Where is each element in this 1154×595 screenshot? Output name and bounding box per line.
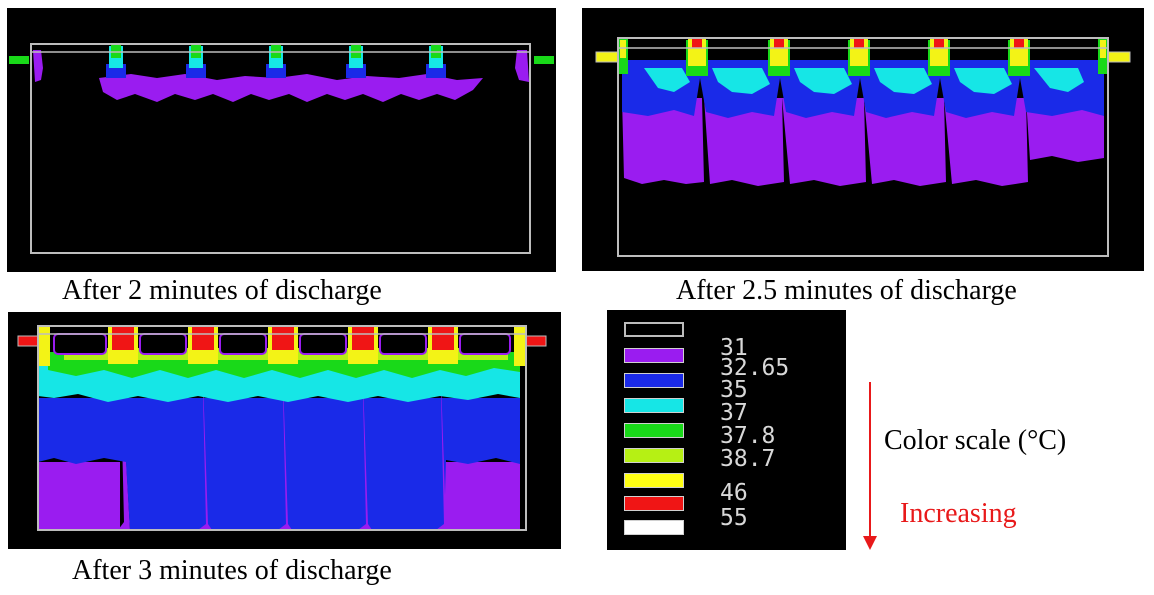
- increasing-arrow-icon: [863, 382, 877, 550]
- legend-label-1: 32.65: [720, 355, 790, 381]
- legend-label-6: 46: [720, 480, 748, 506]
- legend-label-4: 37.8: [720, 423, 776, 449]
- heat-region-purple-2-5min: [622, 98, 1104, 186]
- legend-label-0: 31: [720, 335, 748, 361]
- legend-swatch-1: [624, 348, 684, 363]
- thermal-map-2-5min-svg: [595, 37, 1131, 257]
- thermal-map-2min: [7, 8, 556, 272]
- caption-3min: After 3 minutes of discharge: [72, 555, 392, 586]
- thermal-map-3min-svg: [17, 325, 547, 531]
- thermal-map-2-5min: [582, 8, 1144, 271]
- legend-swatch-3: [624, 398, 684, 413]
- battery-outline: [37, 325, 527, 531]
- legend-swatch-5: [624, 448, 684, 463]
- legend-swatch-6: [624, 496, 684, 511]
- legend-label-3: 37: [720, 400, 748, 426]
- battery-outline: [30, 43, 531, 254]
- battery-outline: [617, 37, 1109, 257]
- legend-swatch-4: [624, 423, 684, 438]
- legend-label-2: 35: [720, 377, 748, 403]
- heat-region-red-3min: [17, 326, 547, 350]
- color-scale-legend: 31 32.65 35 37 37.8 38.7 46 55: [607, 310, 846, 550]
- caption-2-5min: After 2.5 minutes of discharge: [676, 275, 1017, 306]
- heat-region-cyan-green-2min: [9, 44, 554, 68]
- heat-region-green-yellow-2-5min: [595, 38, 1131, 76]
- heat-region-red-2-5min: [692, 38, 1024, 48]
- thermal-map-2min-svg: [9, 43, 554, 254]
- legend-label-5: 38.7: [720, 446, 776, 472]
- thermal-map-3min: [8, 312, 561, 549]
- legend-swatch-yellow: [624, 473, 684, 488]
- legend-label-7: 55: [720, 505, 748, 531]
- heat-region-cyan-2-5min: [644, 68, 1084, 94]
- legend-swatch-7: [624, 520, 684, 535]
- heat-region-blue-3min: [38, 398, 520, 530]
- heat-region-purple-2min: [33, 50, 529, 102]
- color-scale-direction: Increasing: [900, 498, 1017, 529]
- color-scale-title: Color scale (°C): [884, 425, 1067, 456]
- heat-spikes-purple-3min: [198, 352, 450, 530]
- caption-2min: After 2 minutes of discharge: [62, 275, 382, 306]
- legend-swatch-0: [624, 322, 684, 337]
- legend-swatch-2: [624, 373, 684, 388]
